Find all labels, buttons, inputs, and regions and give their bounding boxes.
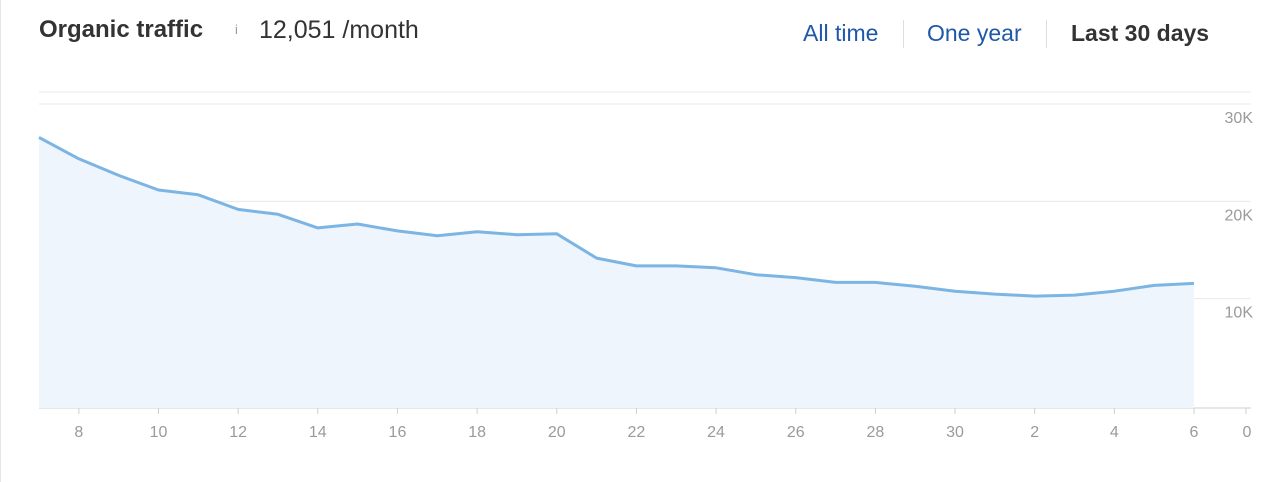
range-separator [903,20,904,48]
x-tick-label: 2 [1030,424,1039,441]
traffic-line [38,136,1195,298]
x-tick-label: 26 [787,424,805,441]
widget-title: Organic traffic [39,16,204,43]
y-tick-label: 20K [1225,207,1254,224]
x-tick-label: 22 [628,424,646,441]
x-tick-label: 18 [468,424,486,441]
range-one-year-link[interactable]: One year [927,20,1022,46]
x-tick-label: 28 [866,424,884,441]
y-tick-label: 10K [1225,305,1254,322]
x-tick-label: 12 [229,424,247,441]
traffic-area [39,137,1194,408]
range-separator [1046,20,1047,48]
range-last-30-days-link[interactable]: Last 30 days [1071,20,1210,46]
x-tick-label: 0 [1243,424,1252,441]
x-tick-label: 6 [1190,424,1199,441]
x-tick-label: 4 [1110,424,1119,441]
traffic-value: 12,051 /month [259,16,419,44]
x-tick-label: 10 [150,424,168,441]
x-tick-label: 20 [548,424,566,441]
x-tick-label: 16 [389,424,407,441]
range-all-time-link[interactable]: All time [803,20,879,46]
x-tick-label: 8 [74,424,83,441]
x-tick-label: 14 [309,424,327,441]
y-tick-label: 30K [1225,110,1254,127]
info-icon[interactable]: i [235,22,238,37]
x-tick-label: 24 [707,424,725,441]
x-tick-label: 30 [946,424,964,441]
